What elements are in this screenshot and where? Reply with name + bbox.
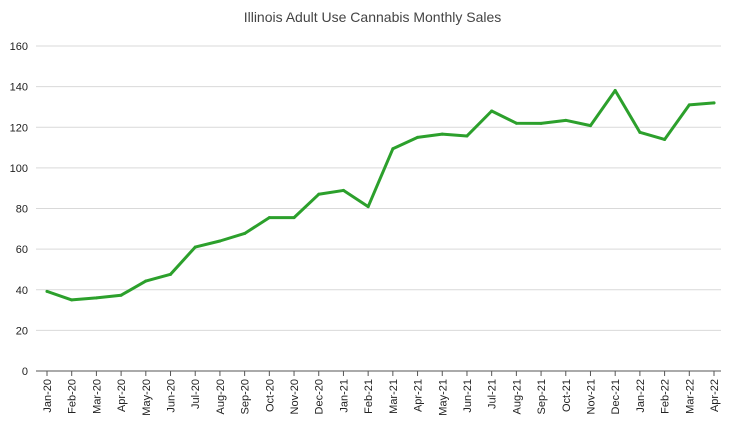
data-point [588,124,592,128]
data-point [465,134,469,138]
x-tick-label: Jan-21 [338,379,350,413]
data-point [45,289,49,293]
x-tick-label: Jun-20 [166,379,178,413]
x-tick-label: Sep-21 [536,379,548,414]
x-tick-label: Nov-20 [289,379,301,414]
x-tick-label: Jul-20 [190,379,202,409]
x-tick-label: Jan-20 [42,379,54,413]
data-point [243,231,247,235]
x-tick-label: Aug-20 [215,379,227,414]
data-point [94,296,98,300]
data-point [490,109,494,113]
x-tick-label: May-21 [437,379,449,416]
x-tick-label: Feb-21 [363,379,375,414]
data-point [144,279,148,283]
x-tick-label: Feb-20 [67,379,79,414]
data-point [638,130,642,134]
x-tick-label: Mar-20 [91,379,103,414]
x-tick-label: May-20 [141,379,153,416]
data-point [613,88,617,92]
x-tick-label: Mar-21 [388,379,400,414]
data-point [712,101,716,105]
chart-title: Illinois Adult Use Cannabis Monthly Sale… [244,9,502,25]
y-tick-label: 0 [22,366,28,378]
x-tick-label: Jun-21 [462,379,474,413]
x-tick-label: Mar-22 [684,379,696,414]
y-tick-label: 60 [16,244,28,256]
x-tick-label: Apr-21 [413,379,425,412]
data-point [514,121,518,125]
data-point [119,293,123,297]
x-tick-label: Nov-21 [585,379,597,414]
x-tick-label: Sep-20 [240,379,252,414]
series [45,88,716,302]
data-point [440,132,444,136]
y-tick-label: 120 [10,122,28,134]
x-tick-label: Dec-21 [610,379,622,414]
x-tick-label: Oct-21 [561,379,573,412]
data-point [341,188,345,192]
data-point [218,239,222,243]
data-point [267,216,271,220]
x-tick-label: Jul-21 [487,379,499,409]
data-point [193,245,197,249]
x-tick-label: Oct-20 [264,379,276,412]
series-line-0 [45,88,716,302]
data-point [564,118,568,122]
x-tick-label: Apr-22 [709,379,721,412]
y-tick-label: 160 [10,41,28,53]
data-point [169,272,173,276]
x-tick-label: Dec-20 [314,379,326,414]
data-point [292,216,296,220]
data-point [366,205,370,209]
data-point [317,192,321,196]
y-axis-ticks: 0 20 40 60 80 100 120 140 160 [10,41,28,378]
gridlines [36,45,721,331]
x-tick-label: Apr-20 [116,379,128,412]
y-tick-label: 80 [16,204,28,216]
data-point [687,103,691,107]
data-point [539,121,543,125]
x-tick-label: Aug-21 [511,379,523,414]
data-point [70,298,74,302]
axes [36,370,721,376]
x-tick-label: Feb-22 [660,379,672,414]
data-point [416,135,420,139]
x-axis-ticks: Jan-20 Feb-20 Mar-20 Apr-20 May-20 Jun-20 Jul-… [42,379,721,416]
data-point [663,137,667,141]
y-tick-label: 40 [16,285,28,297]
y-tick-label: 140 [10,82,28,94]
x-tick-label: Jan-22 [635,379,647,413]
y-tick-label: 100 [10,163,28,175]
data-point [391,147,395,151]
y-tick-label: 20 [16,325,28,337]
